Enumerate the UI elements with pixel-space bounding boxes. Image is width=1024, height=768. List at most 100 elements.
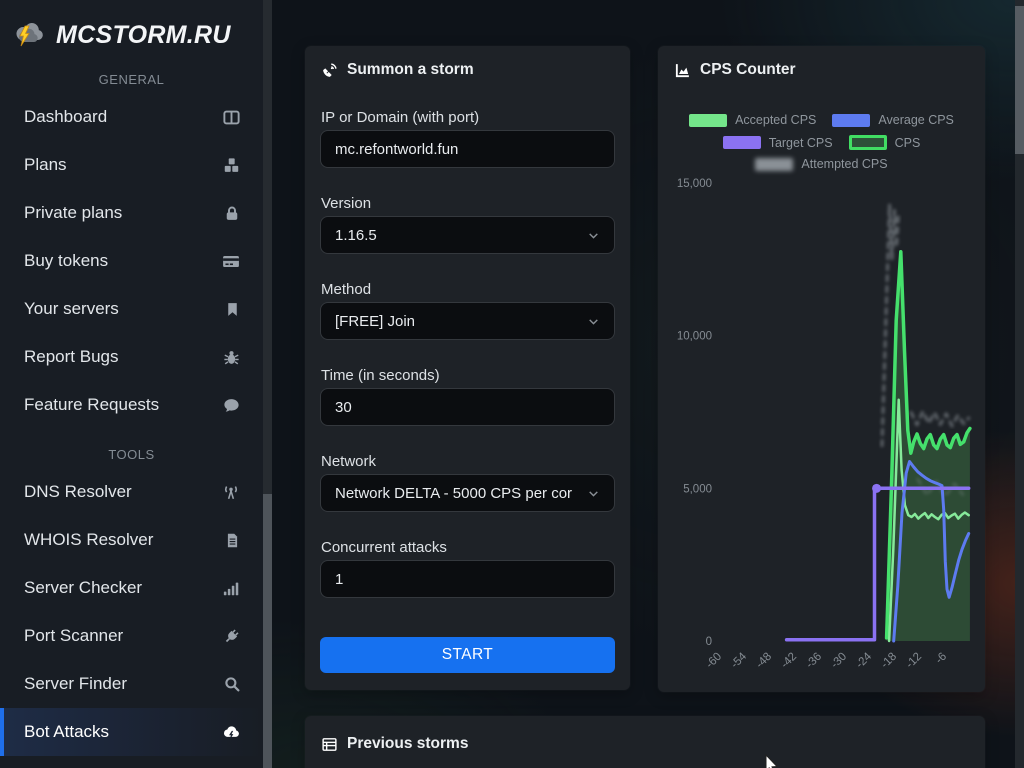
summon-storm-card: Summon a storm IP or Domain (with port) … (305, 46, 630, 690)
sidebar-item-label: Server Checker (24, 578, 143, 597)
ip-input[interactable] (320, 130, 615, 168)
cps-counter-card: CPS Counter Accepted CPS Average CPS Tar… (658, 46, 985, 692)
svg-text:0: 0 (706, 636, 712, 648)
sidebar-scrollbar[interactable] (263, 0, 272, 768)
legend-label: Target CPS (768, 135, 833, 150)
network-select[interactable]: Network DELTA - 5000 CPS per cor (320, 474, 615, 512)
sidebar-item-label: Report Bugs (24, 347, 119, 366)
file-lines-icon (224, 531, 241, 550)
legend-target-cps[interactable]: Target CPS (722, 135, 833, 150)
plug-icon (222, 627, 241, 646)
sidebar-scrollbar-thumb[interactable] (263, 494, 272, 768)
summon-storm-header: Summon a storm (321, 58, 474, 82)
sidebar-item-label: Server Finder (24, 674, 127, 693)
chevron-down-icon (587, 229, 600, 242)
columns-icon (222, 108, 241, 127)
svg-text:-30: -30 (829, 651, 849, 671)
method-select[interactable]: [FREE] Join (320, 302, 615, 340)
legend-cps[interactable]: CPS (848, 135, 921, 150)
sidebar-item-bot-attacks[interactable]: Bot Attacks (0, 708, 263, 756)
cubes-icon (222, 156, 241, 175)
legend-swatch (848, 135, 887, 150)
search-icon (223, 675, 241, 693)
sidebar-item-server-checker[interactable]: Server Checker (0, 564, 263, 612)
broadcast-tower-icon (221, 483, 241, 502)
time-input[interactable] (320, 388, 615, 426)
time-label: Time (in seconds) (321, 367, 440, 384)
sidebar-item-dashboard[interactable]: Dashboard (0, 93, 263, 141)
svg-text:-60: -60 (704, 651, 724, 671)
svg-text:5,000: 5,000 (683, 483, 712, 495)
legend-label: Accepted CPS (735, 113, 817, 127)
legend-label: Attempted CPS (801, 157, 888, 171)
svg-text:-12: -12 (904, 651, 924, 671)
concurrent-label: Concurrent attacks (321, 539, 447, 556)
legend-swatch (689, 113, 728, 127)
bookmark-icon (224, 300, 241, 319)
sidebar-item-label: DNS Resolver (24, 482, 132, 501)
sidebar-item-your-servers[interactable]: Your servers (0, 285, 263, 333)
card-title: Summon a storm (347, 61, 474, 78)
svg-text:-36: -36 (804, 651, 824, 671)
brand-title: MCSTORM.RU (56, 20, 231, 49)
chart-legend-row: Accepted CPS Average CPS (658, 113, 985, 127)
sidebar-item-server-finder[interactable]: Server Finder (0, 660, 263, 708)
legend-swatch (832, 113, 871, 127)
sidebar-item-label: Dashboard (24, 107, 108, 126)
lock-icon (223, 204, 241, 223)
sidebar-item-label: Bot Attacks (24, 722, 110, 741)
cloud-bolt-icon (221, 723, 241, 742)
legend-attempted-cps[interactable]: Attempted CPS (755, 157, 888, 171)
method-value: [FREE] Join (335, 312, 416, 330)
sidebar-item-buy-tokens[interactable]: Buy tokens (0, 237, 263, 285)
brand[interactable]: MCSTORM.RU (0, 8, 263, 62)
svg-text:-54: -54 (729, 650, 750, 671)
previous-storms-card: Previous storms (305, 716, 985, 768)
satellite-dish-icon (321, 62, 338, 79)
sidebar-item-dns-resolver[interactable]: DNS Resolver (0, 468, 263, 516)
legend-accepted-cps[interactable]: Accepted CPS (689, 113, 816, 127)
chart-legend-row: Target CPS CPS (658, 135, 985, 150)
sidebar-item-label: Port Scanner (24, 626, 124, 645)
legend-average-cps[interactable]: Average CPS (832, 113, 954, 127)
sidebar-item-private-plans[interactable]: Private plans (0, 189, 263, 237)
credit-card-icon (221, 252, 241, 271)
sidebar-item-label: Private plans (24, 203, 123, 222)
card-title: CPS Counter (700, 61, 796, 78)
sidebar-item-whois-resolver[interactable]: WHOIS Resolver (0, 516, 263, 564)
version-value: 1.16.5 (335, 226, 377, 244)
page-scrollbar-thumb[interactable] (1015, 6, 1024, 154)
sidebar-item-feature-requests[interactable]: Feature Requests (0, 381, 263, 429)
network-value: Network DELTA - 5000 CPS per cor (335, 484, 573, 502)
svg-text:10,000: 10,000 (677, 331, 712, 343)
legend-label: CPS (894, 135, 921, 150)
legend-swatch (755, 157, 794, 171)
sidebar-item-label: Feature Requests (24, 395, 160, 414)
chart-area-icon (674, 62, 691, 79)
sidebar-item-plans[interactable]: Plans (0, 141, 263, 189)
sidebar-item-port-scanner[interactable]: Port Scanner (0, 612, 263, 660)
legend-swatch (722, 136, 761, 149)
bug-icon (222, 348, 241, 367)
ip-label: IP or Domain (with port) (321, 109, 480, 126)
sidebar-item-label: Buy tokens (24, 251, 109, 270)
comment-icon (222, 396, 241, 415)
previous-storms-header: Previous storms (321, 732, 468, 756)
legend-label: Average CPS (878, 113, 954, 127)
sidebar-item-report-bugs[interactable]: Report Bugs (0, 333, 263, 381)
card-title: Previous storms (347, 735, 469, 752)
chart-legend-row: Attempted CPS (658, 157, 985, 171)
sidebar-item-label: WHOIS Resolver (24, 530, 154, 549)
cps-counter-header: CPS Counter (674, 58, 796, 82)
chevron-down-icon (587, 487, 600, 500)
signal-bars-icon (221, 579, 241, 598)
start-button[interactable]: START (320, 637, 615, 673)
page-scrollbar[interactable] (1015, 0, 1024, 768)
section-label-general: GENERAL (98, 72, 165, 87)
version-select[interactable]: 1.16.5 (320, 216, 615, 254)
concurrent-input[interactable] (320, 560, 615, 598)
section-label-tools: TOOLS (108, 447, 155, 462)
chevron-down-icon (587, 315, 600, 328)
sidebar: MCSTORM.RU GENERAL Dashboard Plans Priva… (0, 0, 263, 768)
